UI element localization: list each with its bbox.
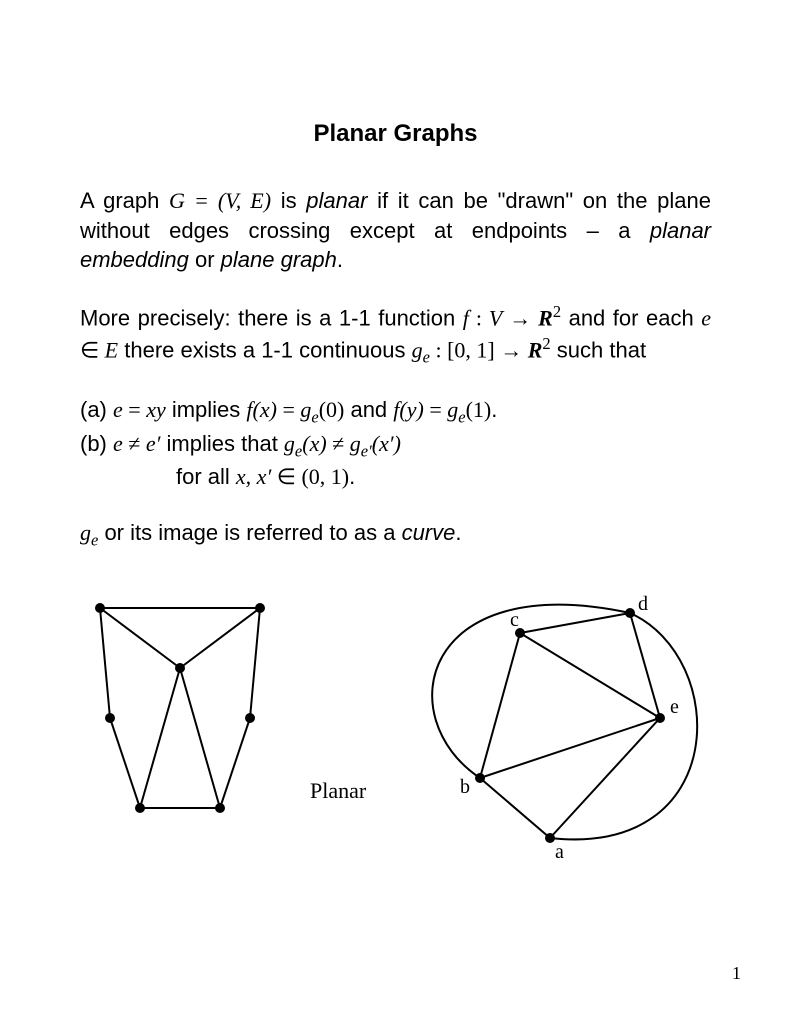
math-g: g: [300, 397, 311, 422]
one: (1): [466, 397, 492, 422]
page-title: Planar Graphs: [80, 120, 711, 148]
in: ∈: [271, 464, 301, 489]
math-g: g: [350, 431, 361, 456]
math-g: g: [447, 397, 458, 422]
condition-a: (a) e = xy implies f(x) = ge(0) and f(y)…: [80, 395, 711, 429]
interval: (0, 1): [301, 464, 349, 489]
xprime: (x′): [372, 431, 401, 456]
text: and for each: [561, 305, 701, 330]
arrow: →: [502, 305, 538, 330]
math-e: e: [113, 397, 123, 422]
italic-plane-graph: plane graph: [221, 247, 337, 272]
interval: [0, 1]: [447, 337, 495, 362]
text: .: [337, 247, 343, 272]
sup-2: 2: [553, 302, 561, 321]
x: (x): [302, 431, 326, 456]
text: More precisely: there is a 1-1 function: [80, 305, 463, 330]
page-number: 1: [732, 963, 741, 984]
colon: :: [430, 337, 447, 362]
period: .: [455, 520, 461, 545]
eq: =: [424, 397, 447, 422]
text: there exists a 1-1 continuous: [118, 337, 412, 362]
text: such that: [551, 337, 646, 362]
math-xx: x, x′: [236, 464, 271, 489]
svg-text:b: b: [460, 776, 470, 798]
eq: =: [277, 397, 300, 422]
paragraph-definition: A graph G = (V, E) is planar if it can b…: [80, 186, 711, 275]
figures-container: Planar a b c d e: [80, 578, 711, 878]
italic-curve: curve: [402, 520, 456, 545]
text: and: [344, 397, 393, 422]
paragraph-curve: ge or its image is referred to as a curv…: [80, 518, 711, 552]
math-g: g: [412, 337, 423, 362]
sub-e: e: [458, 407, 465, 426]
svg-text:e: e: [670, 696, 679, 718]
condition-b: (b) e ≠ e′ implies that ge(x) ≠ ge′(x′): [80, 429, 711, 463]
text: A graph: [80, 188, 169, 213]
neq: ≠: [327, 431, 350, 456]
svg-text:c: c: [510, 609, 519, 631]
math-g: g: [80, 520, 91, 545]
left-graph-svg: [80, 588, 290, 828]
period: .: [349, 464, 355, 489]
math-xy: xy: [146, 397, 166, 422]
text: or: [189, 247, 221, 272]
svg-text:a: a: [555, 841, 564, 863]
figure-right-graph: a b c d e: [400, 578, 740, 873]
math-E: E: [105, 337, 118, 362]
math-e: e: [701, 305, 711, 330]
label-a: (a): [80, 397, 113, 422]
math-V: V: [489, 305, 502, 330]
label-b: (b): [80, 431, 113, 456]
math-g: g: [284, 431, 295, 456]
text: implies that: [160, 431, 284, 456]
math-G-VE: G = (V, E): [169, 188, 271, 213]
math-fy: f(y): [393, 397, 424, 422]
zero: (0): [319, 397, 345, 422]
eq: =: [123, 397, 146, 422]
period: .: [491, 397, 497, 422]
in: ∈: [80, 337, 105, 362]
right-graph-svg: a b c d e: [400, 578, 740, 868]
math-eprime: e′: [146, 431, 161, 456]
italic-planar: planar: [306, 188, 367, 213]
text: is: [271, 188, 306, 213]
text: or its image is referred to as a: [98, 520, 401, 545]
paragraph-precise: More precisely: there is a 1-1 function …: [80, 301, 711, 369]
colon: :: [469, 305, 489, 330]
text: implies: [166, 397, 247, 422]
neq: ≠: [123, 431, 146, 456]
arrow: →: [495, 337, 528, 362]
math-e: e: [113, 431, 123, 456]
sub-eprime: e′: [361, 441, 372, 460]
text: for all: [176, 464, 236, 489]
sub-e: e: [311, 407, 318, 426]
planar-label: Planar: [310, 778, 366, 804]
figure-left-graph: [80, 588, 290, 833]
sub-e: e: [423, 348, 430, 367]
math-fx: f(x): [246, 397, 277, 422]
math-R: R: [538, 305, 553, 330]
condition-b-line2: for all x, x′ ∈ (0, 1).: [176, 462, 711, 492]
math-R: R: [528, 337, 543, 362]
svg-text:d: d: [638, 593, 648, 615]
sup-2: 2: [542, 334, 550, 353]
